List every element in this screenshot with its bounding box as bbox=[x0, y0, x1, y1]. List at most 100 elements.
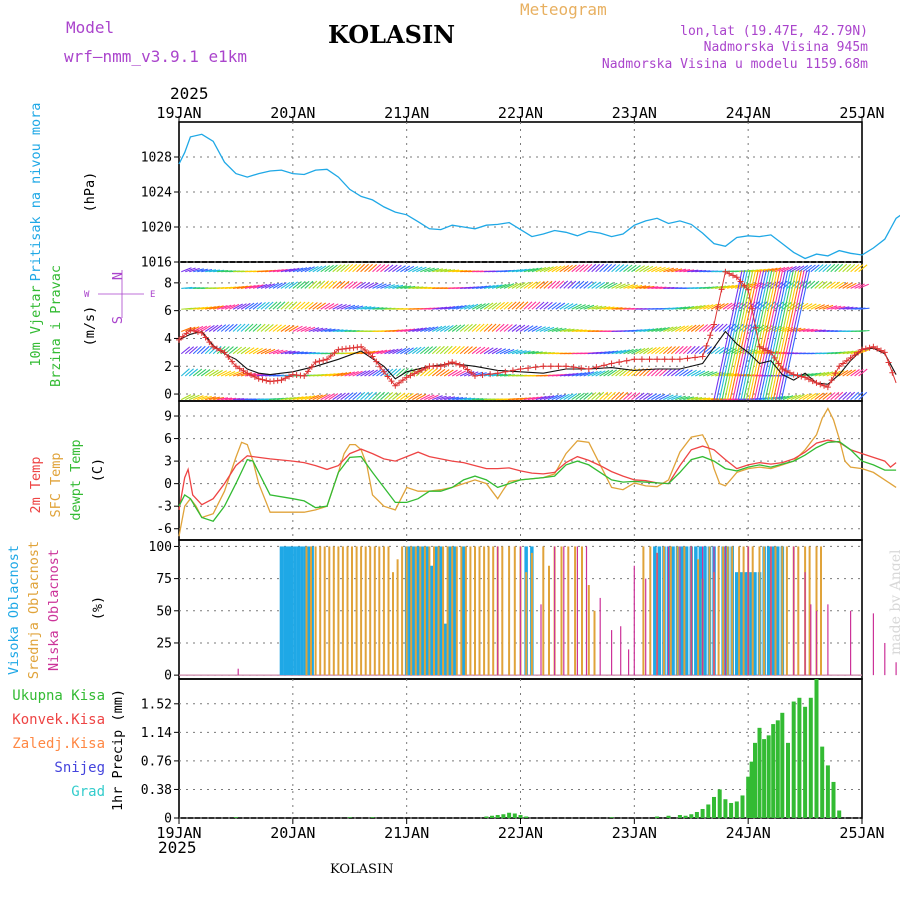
cloud-mid-bar bbox=[446, 546, 449, 676]
wind-barb bbox=[236, 323, 246, 332]
wind-barb bbox=[276, 301, 286, 310]
wind-barb bbox=[846, 350, 858, 355]
cloud-mid-bar bbox=[808, 546, 811, 676]
wind-barb bbox=[575, 372, 587, 377]
wind-barb bbox=[535, 326, 546, 332]
wind-barb bbox=[384, 264, 394, 273]
wind-barb bbox=[764, 270, 794, 400]
wind-barb bbox=[702, 371, 714, 377]
wind-barb bbox=[830, 281, 841, 289]
wind-barb bbox=[742, 324, 752, 332]
wind-barb bbox=[798, 328, 810, 333]
wind-barb bbox=[436, 395, 447, 401]
wind-gust-marker bbox=[198, 329, 205, 336]
cloud-mid-bar bbox=[581, 546, 583, 676]
precip-total-bar bbox=[757, 727, 762, 818]
wind-barb bbox=[615, 368, 625, 377]
wind-barb bbox=[567, 264, 577, 273]
wind-gust-marker bbox=[585, 366, 592, 373]
wind-barb bbox=[292, 325, 303, 332]
wind-barb bbox=[328, 280, 338, 289]
wind-barb bbox=[571, 264, 581, 273]
wind-gust-marker bbox=[388, 378, 395, 385]
wind-barb bbox=[666, 346, 676, 355]
wind-barb bbox=[846, 282, 857, 289]
precip-total-bar bbox=[484, 816, 489, 818]
cloud-high-bar bbox=[434, 546, 438, 676]
wind-barb bbox=[348, 392, 358, 401]
wind-barb bbox=[209, 305, 220, 310]
wind-barb bbox=[818, 280, 828, 289]
wind-barb bbox=[710, 346, 721, 355]
wind-barb bbox=[810, 303, 821, 310]
cloud-high-bar bbox=[776, 546, 780, 676]
wind-gust-marker bbox=[471, 372, 478, 379]
precip-total-bar bbox=[734, 801, 739, 818]
wind-barb bbox=[248, 302, 259, 310]
wind-barb bbox=[224, 370, 236, 377]
cloud-high-bar bbox=[283, 546, 287, 676]
wind-barb bbox=[228, 371, 240, 377]
wind-barb bbox=[304, 301, 314, 310]
wind-barb bbox=[448, 396, 460, 401]
wind-gust-marker bbox=[722, 268, 729, 275]
wind-barb bbox=[384, 348, 395, 355]
cloud-mid-bar bbox=[708, 546, 711, 676]
wind-barb bbox=[814, 264, 824, 273]
wind-barb bbox=[858, 283, 870, 289]
cloud-mid-bar bbox=[763, 546, 766, 676]
wind-barb bbox=[655, 266, 666, 273]
pressure-axis-title: Pritisak na nivou mora bbox=[28, 103, 44, 282]
wind-barb bbox=[400, 347, 411, 355]
wind-barb bbox=[647, 266, 658, 273]
cloud-low-bar bbox=[656, 552, 658, 676]
model-name: wrf–nmm_v3.9.1 e1km bbox=[64, 47, 248, 66]
wind-barb bbox=[734, 323, 744, 332]
wind-barb bbox=[396, 347, 407, 355]
wind-barb bbox=[364, 263, 373, 273]
cloud-mid-bar bbox=[542, 546, 545, 676]
wind-barb bbox=[316, 394, 327, 401]
cloud-low-bar bbox=[237, 668, 239, 676]
wind-barb bbox=[547, 327, 559, 333]
wind-barb bbox=[216, 370, 228, 377]
date-label-top: 20JAN bbox=[270, 104, 315, 122]
wind-barb bbox=[340, 280, 350, 289]
wind-barb bbox=[455, 345, 465, 355]
wind-barb bbox=[272, 324, 282, 332]
wind-gust-marker bbox=[176, 336, 182, 343]
wind-barb bbox=[232, 303, 243, 310]
wind-barb bbox=[539, 326, 551, 333]
wind-barb bbox=[296, 395, 308, 401]
precip-total-bar bbox=[370, 817, 375, 818]
cloud-low-bar bbox=[793, 546, 795, 676]
wind-barb bbox=[459, 346, 469, 355]
wind-barb bbox=[220, 324, 230, 332]
cloud-high-bar bbox=[289, 546, 294, 676]
wind-barb bbox=[567, 280, 577, 289]
wind-barb bbox=[224, 323, 234, 332]
wind-barb bbox=[324, 303, 335, 310]
wind-gust-marker bbox=[308, 363, 315, 370]
wind-gust-marker bbox=[502, 368, 509, 375]
wind-barb bbox=[726, 323, 736, 332]
wind-barb bbox=[595, 391, 605, 401]
wind-barb bbox=[428, 326, 439, 332]
cloud-low-bar bbox=[497, 546, 499, 676]
wind-barb bbox=[188, 346, 198, 355]
wind-gust-marker bbox=[851, 352, 858, 359]
wind-barb bbox=[611, 283, 622, 289]
wind-barb bbox=[555, 327, 567, 333]
wind-gust-marker bbox=[380, 368, 387, 375]
wind-barb bbox=[189, 394, 200, 401]
wind-barb bbox=[690, 324, 701, 332]
wind-barb bbox=[392, 392, 402, 401]
wind-gust-marker bbox=[877, 347, 884, 354]
wind-barb bbox=[221, 397, 233, 401]
pressure-ytick-label: 1016 bbox=[141, 256, 172, 271]
wind-barb bbox=[527, 281, 538, 289]
wind-barb bbox=[435, 345, 445, 355]
cloud-low-bar bbox=[599, 597, 601, 676]
wind-barb bbox=[212, 369, 223, 377]
wind-barb bbox=[212, 324, 223, 332]
